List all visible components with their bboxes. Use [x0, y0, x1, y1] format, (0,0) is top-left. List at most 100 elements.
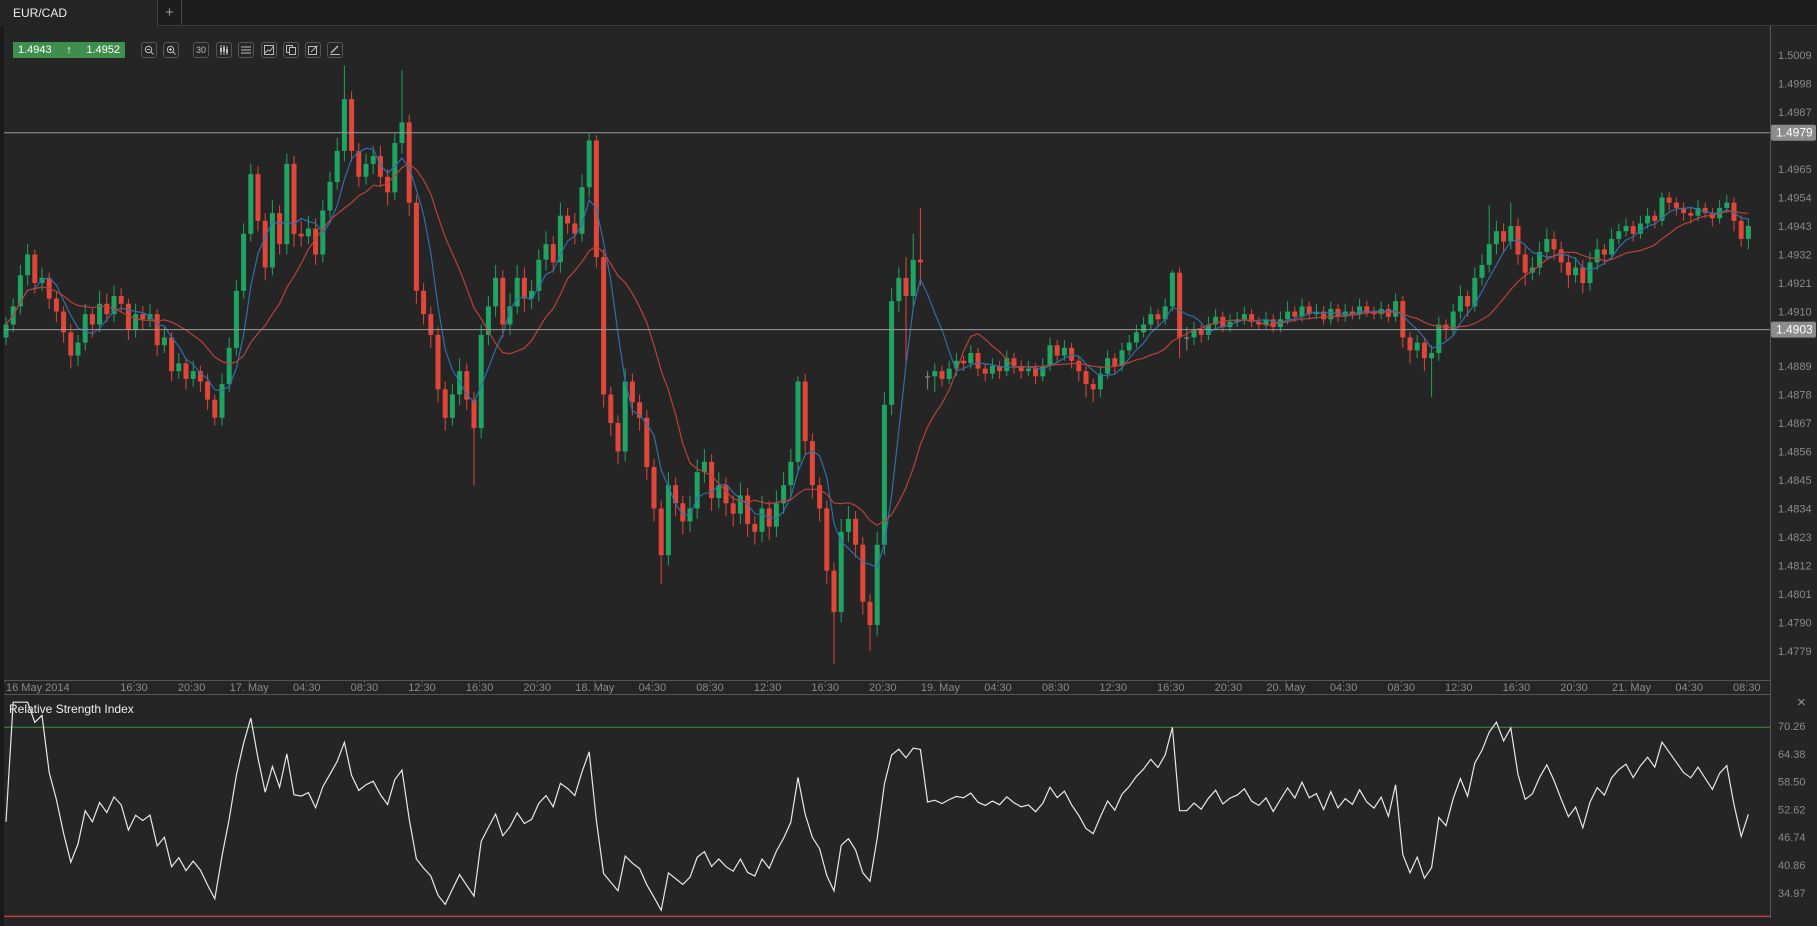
- candle-body: [176, 363, 182, 372]
- price-tick-label: 1.4998: [1778, 79, 1812, 91]
- candle: [1666, 192, 1672, 211]
- candle-body: [1436, 324, 1442, 353]
- candle-body: [651, 467, 657, 509]
- candle-body: [1515, 226, 1521, 255]
- candle-body: [413, 202, 419, 291]
- candle-body: [1637, 223, 1643, 234]
- candle-body: [1011, 358, 1017, 366]
- candle: [1731, 197, 1737, 232]
- time-tick-label: 16:30: [120, 682, 148, 694]
- candle-body: [1249, 314, 1255, 322]
- candle: [658, 500, 664, 584]
- moving-average-slow-line: [5, 162, 1749, 526]
- candle: [514, 264, 520, 315]
- chart-image-icon[interactable]: [261, 42, 277, 58]
- candle: [637, 394, 643, 431]
- candle-body: [968, 352, 974, 364]
- candle-body: [874, 544, 880, 626]
- candle-body: [277, 213, 283, 245]
- candle: [896, 267, 902, 312]
- candle-body: [1328, 308, 1334, 320]
- candle-body: [586, 140, 592, 188]
- candle-body: [701, 461, 707, 473]
- moving-average-fast-line: [5, 147, 1749, 568]
- candle: [1112, 352, 1118, 374]
- chart-type-icon[interactable]: [216, 42, 232, 58]
- candle: [1630, 220, 1636, 242]
- candle: [1378, 301, 1384, 320]
- price-tick-label: 1.4834: [1778, 503, 1812, 515]
- candle: [651, 459, 657, 522]
- candle-body: [975, 352, 981, 369]
- time-tick-label: 12:30: [1099, 682, 1127, 694]
- candle-body: [802, 381, 808, 442]
- candle-body: [1544, 238, 1550, 252]
- candle: [1709, 207, 1715, 227]
- candle-body: [1450, 311, 1456, 330]
- candle: [428, 306, 434, 348]
- candle: [716, 472, 722, 509]
- candle: [1429, 345, 1435, 398]
- candle-body: [1594, 249, 1600, 263]
- candle: [723, 477, 729, 517]
- candle-body: [982, 368, 988, 374]
- candle-body: [3, 324, 9, 338]
- bid-price: 1.4943: [18, 44, 52, 56]
- candle: [1191, 321, 1197, 346]
- candle-body: [550, 244, 556, 263]
- candle-body: [889, 301, 895, 405]
- add-tab-button[interactable]: +: [158, 0, 182, 26]
- time-tick-label: 20:30: [178, 682, 206, 694]
- candle: [1659, 192, 1665, 227]
- candle-body: [529, 290, 535, 299]
- candle-body: [881, 404, 887, 545]
- quote-badge[interactable]: 1.4943 ↑ 1.4952: [13, 42, 125, 58]
- candle: [1393, 293, 1399, 322]
- candle-body: [1738, 220, 1744, 239]
- candle: [1357, 298, 1363, 320]
- indicators-icon[interactable]: [238, 42, 254, 58]
- candle: [154, 308, 160, 356]
- candle-body: [680, 503, 686, 522]
- zoom-in-icon[interactable]: [163, 42, 179, 58]
- candle: [730, 495, 736, 527]
- candle-body: [75, 342, 81, 356]
- candle: [579, 174, 585, 242]
- candle: [1573, 257, 1579, 284]
- candle: [1198, 324, 1204, 343]
- time-tick-label: 21. May: [1612, 682, 1652, 694]
- candle-body: [737, 495, 743, 514]
- candle-body: [557, 215, 563, 263]
- timeframe-button[interactable]: 30: [193, 42, 209, 58]
- close-rsi-panel-icon[interactable]: ×: [1797, 694, 1806, 711]
- candle: [1565, 254, 1571, 289]
- candle-body: [752, 524, 758, 532]
- candle-body: [709, 461, 715, 499]
- candle-body: [1119, 350, 1125, 366]
- candle-body: [658, 508, 664, 556]
- candle-body: [946, 368, 952, 379]
- time-tick-label: 20:30: [1560, 682, 1588, 694]
- edit-icon[interactable]: [305, 42, 321, 58]
- tab-eur-cad[interactable]: EUR/CAD: [0, 0, 158, 26]
- candle-body: [1630, 226, 1636, 234]
- candle: [82, 303, 88, 351]
- candle: [1616, 223, 1622, 245]
- time-tick-label: 12:30: [1445, 682, 1473, 694]
- candle: [989, 358, 995, 379]
- draw-icon[interactable]: [327, 42, 343, 58]
- candle: [25, 244, 31, 286]
- candle-body: [68, 332, 74, 356]
- candle: [673, 477, 679, 517]
- candle-body: [953, 360, 959, 369]
- copy-icon[interactable]: [283, 42, 299, 58]
- candle-body: [795, 381, 801, 462]
- candle-body: [241, 233, 247, 291]
- zoom-out-icon[interactable]: [141, 42, 157, 58]
- candle: [284, 153, 290, 255]
- candle-body: [644, 417, 650, 468]
- candle-body: [1126, 342, 1132, 351]
- candle: [1234, 311, 1240, 328]
- candle: [1601, 244, 1607, 265]
